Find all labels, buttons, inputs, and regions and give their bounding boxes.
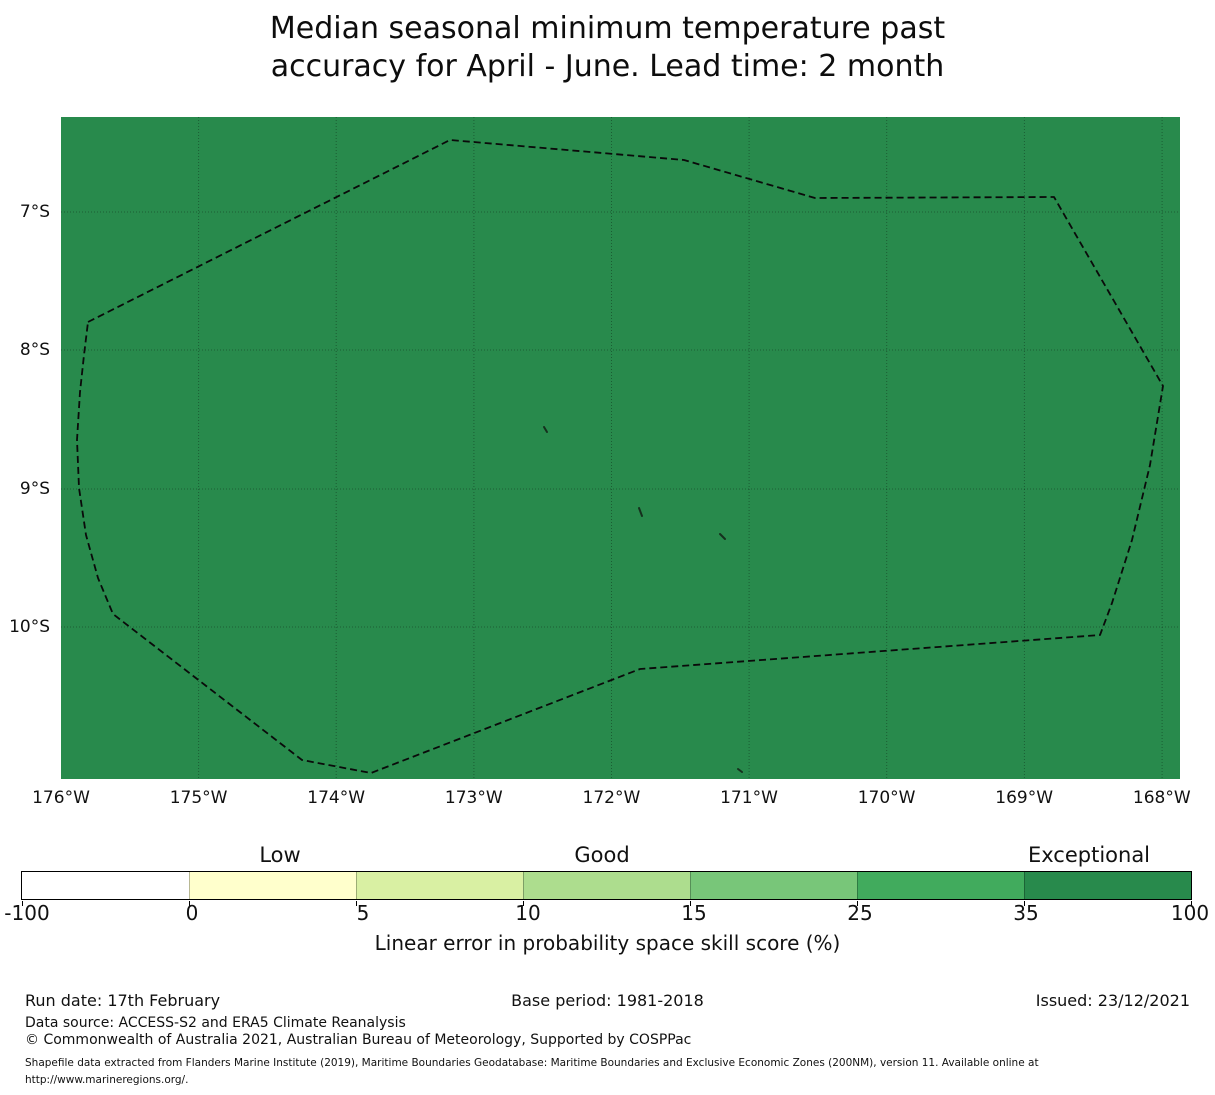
y-axis-tick-label: 7°S — [19, 202, 50, 222]
island-mark — [543, 426, 548, 433]
data-source-text: Data source: ACCESS-S2 and ERA5 Climate … — [25, 1015, 406, 1031]
issued-date-text: Issued: 23/12/2021 — [1035, 991, 1190, 1010]
colorbar-category-label: Exceptional — [1027, 843, 1151, 867]
x-axis-tick-label: 170°W — [857, 788, 916, 808]
colorbar-tick-mark — [22, 901, 23, 906]
colorbar-tick-mark — [523, 901, 524, 906]
colorbar-tick-label: -100 — [4, 901, 50, 925]
shapefile-attribution: Shapefile data extracted from Flanders M… — [25, 1055, 1039, 1089]
colorbar-segment — [857, 872, 1024, 899]
x-axis-tick-label: 173°W — [444, 788, 503, 808]
x-axis-tick-label: 168°W — [1132, 788, 1191, 808]
colorbar-tick-label: 35 — [1013, 901, 1039, 925]
colorbar-segment-divider — [189, 872, 190, 899]
colorbar-segment-divider — [857, 872, 858, 899]
shapefile-attribution-line1: Shapefile data extracted from Flanders M… — [25, 1057, 1039, 1069]
island-mark — [737, 768, 743, 773]
y-axis-tick-label: 9°S — [19, 479, 50, 499]
colorbar-segment — [22, 872, 189, 899]
y-axis-tick-label: 10°S — [9, 617, 50, 637]
colorbar-tick-label: 0 — [185, 901, 199, 925]
colorbar-tick-mark — [690, 901, 691, 906]
colorbar-segment-divider — [1024, 872, 1025, 899]
island-mark — [638, 507, 643, 517]
copyright-text: © Commonwealth of Australia 2021, Austra… — [25, 1032, 692, 1048]
colorbar-category-label: Good — [574, 843, 630, 867]
x-axis-tick-label: 171°W — [720, 788, 778, 808]
colorbar-segment-divider — [523, 872, 524, 899]
colorbar-tick-label: 25 — [847, 901, 873, 925]
figure-title: Median seasonal minimum temperature past… — [0, 10, 1215, 86]
colorbar-segment — [356, 872, 523, 899]
figure-title-line1: Median seasonal minimum temperature past — [269, 11, 946, 46]
colorbar-segment — [1024, 872, 1191, 899]
colorbar-category-label: Low — [259, 843, 301, 867]
base-period-text: Base period: 1981-2018 — [511, 991, 704, 1010]
colorbar-tick-label: 5 — [356, 901, 370, 925]
colorbar-tick-mark — [189, 901, 190, 906]
island-mark — [719, 533, 726, 540]
colorbar-tick-mark — [356, 901, 357, 906]
x-axis-tick-label: 175°W — [169, 788, 228, 808]
colorbar-axis-label: Linear error in probability space skill … — [374, 931, 841, 955]
colorbar-tick-mark — [1191, 901, 1192, 906]
colorbar-tick-label: 100 — [1170, 901, 1210, 925]
colorbar-tick-label: 15 — [681, 901, 707, 925]
x-axis-tick-label: 174°W — [307, 788, 366, 808]
x-axis-tick-label: 169°W — [995, 788, 1054, 808]
colorbar-segment-divider — [690, 872, 691, 899]
colorbar — [21, 871, 1192, 906]
shapefile-attribution-line2: http://www.marineregions.org/. — [25, 1074, 189, 1086]
map-fill-region — [61, 117, 1180, 779]
colorbar-tick-label: 10 — [515, 901, 541, 925]
x-axis-tick-label: 176°W — [32, 788, 90, 808]
map-svg — [61, 117, 1180, 779]
run-date-text: Run date: 17th February — [25, 991, 221, 1010]
colorbar-segment — [189, 872, 356, 899]
colorbar-segment — [523, 872, 690, 899]
colorbar-tick-mark — [1024, 901, 1025, 906]
colorbar-segment — [690, 872, 857, 899]
y-axis-tick-label: 8°S — [19, 340, 50, 360]
colorbar-tick-mark — [857, 901, 858, 906]
eez-boundary-dashed — [76, 139, 1164, 774]
colorbar-segment-divider — [356, 872, 357, 899]
x-axis-tick-label: 172°W — [582, 788, 641, 808]
figure-title-line2: accuracy for April - June. Lead time: 2 … — [270, 49, 945, 84]
